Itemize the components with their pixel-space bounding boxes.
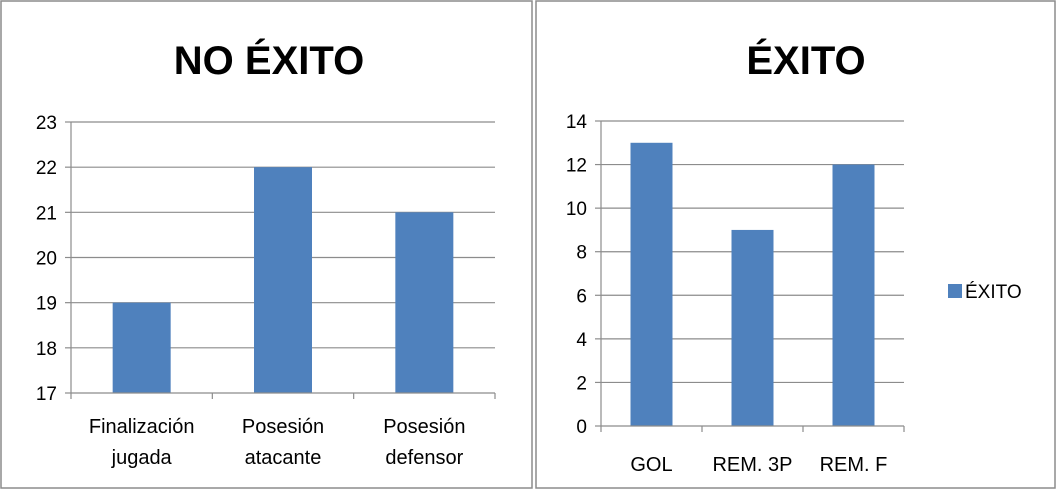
y-tick-label: 18 <box>36 339 57 360</box>
y-tick-label: 10 <box>566 199 587 220</box>
y-tick-label: 21 <box>36 203 57 224</box>
x-category-label: atacante <box>245 447 322 469</box>
y-tick-label: 23 <box>36 113 57 134</box>
y-tick-label: 20 <box>36 249 57 270</box>
x-category-label: Posesión <box>383 416 465 438</box>
x-category-label: REM. 3P <box>712 454 792 476</box>
chart-no-exito-svg: NO ÉXITO 17 18 19 20 21 22 23 Finalización juga… <box>0 0 533 489</box>
y-tick-label: 4 <box>576 330 587 351</box>
chart-exito: ÉXITO 0 2 4 6 8 10 12 14 GOL REM. 3P REM. F ÉXITO <box>533 0 1057 489</box>
chart-title: NO ÉXITO <box>174 38 364 83</box>
x-category-label: jugada <box>111 447 173 469</box>
y-tick-label: 22 <box>36 158 57 179</box>
legend-swatch <box>948 284 962 298</box>
bar <box>630 142 673 427</box>
x-category-label: REM. F <box>820 454 888 476</box>
chart-no-exito: NO ÉXITO 17 18 19 20 21 22 23 Finalización juga… <box>0 0 533 489</box>
bar <box>395 212 454 393</box>
bar <box>832 164 875 427</box>
y-tick-label: 0 <box>576 417 587 438</box>
x-category-label: defensor <box>385 447 463 469</box>
y-tick-label: 8 <box>576 243 587 264</box>
bar <box>731 229 774 426</box>
x-category-label: Finalización <box>89 416 195 438</box>
y-tick-label: 17 <box>36 384 57 405</box>
chart-exito-svg: ÉXITO 0 2 4 6 8 10 12 14 GOL REM. 3P REM. F ÉXITO <box>535 0 1056 489</box>
y-tick-label: 14 <box>566 112 588 133</box>
chart-border <box>0 0 533 489</box>
y-tick-label: 12 <box>566 156 587 177</box>
bar <box>112 302 171 393</box>
x-category-label: Posesión <box>242 416 324 438</box>
x-category-label: GOL <box>630 454 672 476</box>
y-tick-label: 2 <box>576 373 587 394</box>
y-tick-label: 6 <box>576 286 587 307</box>
bar <box>254 167 312 393</box>
chart-border <box>535 0 1056 489</box>
legend-label: ÉXITO <box>965 282 1022 303</box>
chart-title: ÉXITO <box>746 38 865 83</box>
y-tick-label: 19 <box>36 294 57 315</box>
